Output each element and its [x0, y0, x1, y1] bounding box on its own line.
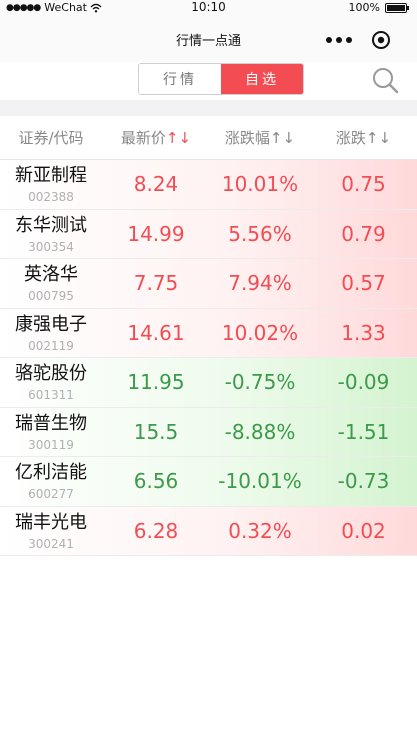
tab-row: 行情 自选 — [0, 62, 417, 100]
stock-name: 英洛华 — [24, 264, 78, 285]
latest-price: 15.5 — [133, 419, 179, 444]
change-amount: -1.51 — [337, 419, 390, 444]
stock-name: 骆驼股份 — [15, 363, 87, 384]
latest-price: 7.75 — [133, 271, 179, 295]
search-icon[interactable] — [371, 66, 399, 94]
stock-code: 300119 — [28, 437, 74, 452]
table-row[interactable]: 亿利洁能 600277 6.56 -10.01% -0.73 — [0, 457, 417, 507]
table-row[interactable]: 瑞丰光电 300241 6.28 0.32% 0.02 — [0, 506, 417, 556]
table-row[interactable]: 英洛华 000795 7.75 7.94% 0.57 — [0, 259, 417, 309]
sort-asc-icon: ↑ — [165, 129, 179, 147]
change-percent: -8.88% — [224, 419, 296, 444]
table-header: 证券/代码 最新价↑↓ 涨跌幅↑↓ 涨跌↑↓ — [0, 116, 417, 160]
more-menu-button[interactable] — [326, 35, 352, 45]
status-right: 100% — [348, 1, 409, 14]
table-row[interactable]: 康强电子 002119 14.61 10.02% 1.33 — [0, 308, 417, 358]
stock-name: 瑞普生物 — [15, 412, 87, 434]
header-change[interactable]: 涨跌↑↓ — [335, 129, 392, 147]
battery-level — [387, 4, 405, 11]
change-amount: 1.33 — [341, 320, 386, 345]
change-percent: 0.32% — [228, 518, 292, 543]
sort-asc-icon: ↑ — [365, 129, 379, 147]
change-percent: 7.94% — [228, 271, 292, 295]
stock-code: 600277 — [28, 487, 74, 501]
segmented-control: 行情 自选 — [138, 63, 304, 95]
stock-code: 300354 — [28, 239, 74, 254]
change-amount: 0.02 — [341, 518, 386, 543]
change-amount: 0.79 — [341, 221, 386, 246]
stock-code: 002119 — [28, 338, 74, 353]
section-divider — [0, 100, 417, 116]
battery-percent: 100% — [348, 1, 380, 14]
more-dot-icon — [326, 37, 332, 43]
sort-desc-icon: ↓ — [378, 129, 392, 147]
latest-price: 14.99 — [127, 221, 185, 246]
stock-code: 002388 — [28, 190, 74, 204]
page-title: 行情一点通 — [175, 34, 241, 49]
latest-price: 11.95 — [127, 370, 185, 394]
latest-price: 14.61 — [127, 320, 185, 345]
sort-asc-icon: ↑ — [269, 129, 283, 147]
carrier-name: WeChat — [44, 1, 87, 14]
wifi-icon — [90, 3, 102, 12]
latest-price: 8.24 — [133, 172, 179, 196]
change-amount: -0.73 — [337, 469, 390, 493]
tab-market[interactable]: 行情 — [139, 64, 221, 94]
latest-price: 6.56 — [133, 469, 179, 493]
clock: 10:10 — [191, 0, 226, 14]
stock-name: 亿利洁能 — [15, 462, 87, 483]
tab-watchlist[interactable]: 自选 — [221, 64, 303, 94]
change-percent: 10.01% — [221, 172, 299, 196]
stock-name: 康强电子 — [15, 313, 87, 335]
table-row[interactable]: 东华测试 300354 14.99 5.56% 0.79 — [0, 209, 417, 259]
battery-icon — [385, 2, 409, 13]
sort-desc-icon: ↓ — [282, 129, 296, 147]
stock-name: 东华测试 — [15, 214, 87, 236]
change-amount: 0.75 — [341, 172, 386, 196]
change-amount: 0.57 — [341, 271, 386, 295]
stock-name: 瑞丰光电 — [15, 511, 87, 533]
change-percent: -10.01% — [218, 469, 302, 493]
table-row[interactable]: 瑞普生物 300119 15.5 -8.88% -1.51 — [0, 407, 417, 457]
status-bar: ●●●●● WeChat 10:10 100% — [0, 0, 417, 16]
change-percent: -0.75% — [224, 370, 296, 394]
stock-code: 601311 — [28, 388, 74, 402]
table-row[interactable]: 新亚制程 002388 8.24 10.01% 0.75 — [0, 160, 417, 210]
sort-desc-icon: ↓ — [178, 129, 192, 147]
status-left: ●●●●● WeChat — [6, 1, 102, 14]
stock-name: 新亚制程 — [15, 165, 87, 186]
more-dot-icon — [336, 37, 342, 43]
header-latest-price[interactable]: 最新价↑↓ — [120, 129, 192, 147]
more-dot-icon — [346, 37, 352, 43]
table-row[interactable]: 骆驼股份 601311 11.95 -0.75% -0.09 — [0, 358, 417, 408]
stock-code: 300241 — [28, 536, 74, 551]
change-percent: 5.56% — [228, 221, 292, 246]
change-amount: -0.09 — [337, 370, 390, 394]
stock-code: 000795 — [28, 289, 74, 303]
close-target-icon[interactable] — [371, 30, 391, 50]
latest-price: 6.28 — [133, 518, 179, 543]
header-change-percent[interactable]: 涨跌幅↑↓ — [224, 129, 296, 147]
change-percent: 10.02% — [221, 320, 299, 345]
signal-strength: ●●●●● — [6, 2, 41, 13]
header-security-code: 证券/代码 — [18, 129, 84, 147]
nav-bar: 行情一点通 — [0, 16, 417, 62]
